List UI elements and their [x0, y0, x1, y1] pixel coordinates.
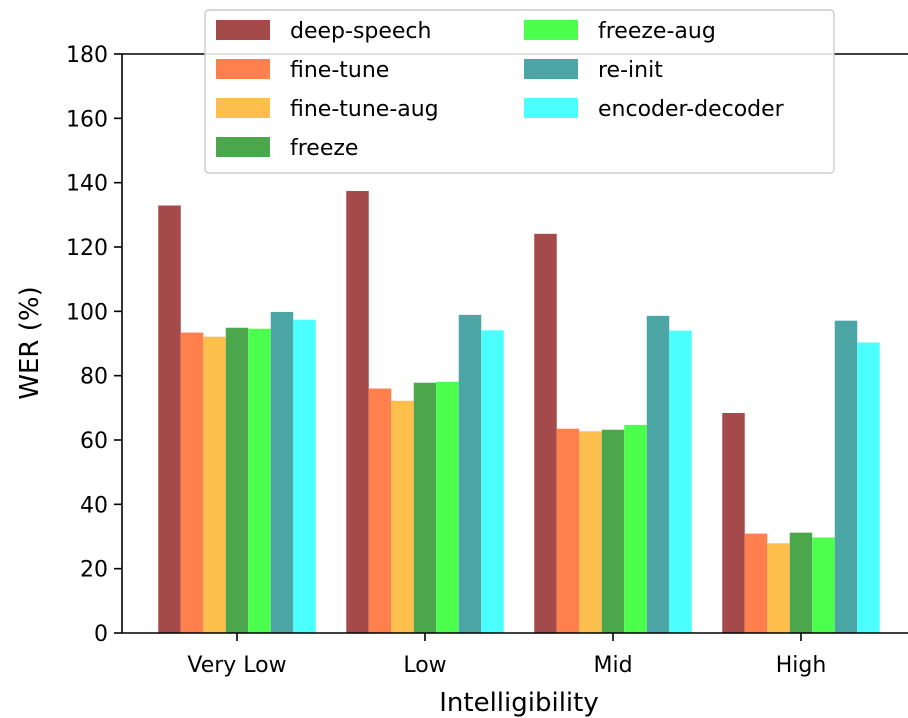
bar-fine-tune-mid — [556, 428, 580, 633]
bar-deep-speech-mid — [534, 233, 557, 634]
bar-fine-tune-aug-high — [767, 543, 790, 633]
y-tick-label: 100 — [66, 300, 108, 325]
legend-label-deep-speech: deep-speech — [290, 19, 431, 44]
y-tick-label: 20 — [80, 558, 108, 583]
bar-re-init-low — [458, 314, 482, 633]
bar-deep-speech-high — [722, 412, 745, 633]
bar-fine-tune-aug-low — [391, 400, 414, 633]
bar-fine-tune-aug-very-low — [203, 336, 226, 633]
legend-swatch-freeze — [216, 137, 270, 157]
legend-swatch-deep-speech — [216, 20, 270, 40]
bar-fine-tune-high — [744, 533, 768, 633]
x-tick-label: High — [776, 653, 827, 678]
bar-freeze-aug-very-low — [248, 328, 271, 633]
bar-encoder-decoder-high — [857, 342, 880, 633]
legend-box — [204, 9, 835, 174]
x-axis-ticks: Very Low Low Mid High — [187, 633, 826, 678]
bar-freeze-aug-low — [436, 381, 459, 633]
bar-deep-speech-very-low — [158, 205, 181, 633]
y-tick-label: 160 — [66, 107, 108, 132]
y-axis-label: WER (%) — [15, 286, 45, 399]
y-tick-label: 80 — [80, 365, 108, 390]
legend-swatch-fine-tune — [216, 59, 270, 79]
y-tick-label: 180 — [66, 43, 108, 68]
legend: deep-speech fine-tune fine-tune-aug freeze f… — [204, 9, 835, 174]
x-tick-label: Low — [403, 653, 446, 678]
legend-swatch-re-init — [524, 59, 578, 79]
bar-encoder-decoder-mid — [669, 330, 692, 633]
legend-swatch-fine-tune-aug — [216, 98, 270, 118]
bars-group — [158, 191, 880, 634]
x-tick-label: Very Low — [187, 653, 286, 678]
y-tick-label: 140 — [66, 172, 108, 197]
y-axis-ticks: 0 20 40 60 80 100 120 140 160 180 — [66, 43, 122, 647]
bar-deep-speech-low — [346, 191, 369, 633]
legend-label-fine-tune: fine-tune — [290, 58, 389, 83]
bar-freeze-high — [789, 532, 813, 633]
y-tick-label: 60 — [80, 429, 108, 454]
legend-swatch-freeze-aug — [524, 20, 578, 40]
legend-label-encoder-decoder: encoder-decoder — [598, 97, 785, 122]
legend-label-freeze: freeze — [290, 136, 358, 161]
bar-freeze-very-low — [225, 327, 249, 633]
legend-label-re-init: re-init — [598, 58, 663, 83]
bar-freeze-mid — [601, 429, 625, 633]
bar-encoder-decoder-very-low — [293, 319, 316, 633]
legend-label-fine-tune-aug: fine-tune-aug — [290, 97, 439, 122]
bar-fine-tune-low — [368, 388, 392, 633]
legend-label-freeze-aug: freeze-aug — [598, 19, 716, 44]
y-tick-label: 0 — [94, 622, 108, 647]
bar-encoder-decoder-low — [481, 330, 504, 633]
x-axis-label: Intelligibility — [439, 688, 599, 718]
legend-swatch-encoder-decoder — [524, 98, 578, 118]
bar-re-init-high — [834, 320, 858, 633]
bar-re-init-very-low — [270, 311, 294, 633]
x-tick-label: Mid — [593, 653, 632, 678]
bar-re-init-mid — [646, 315, 670, 633]
y-tick-label: 120 — [66, 236, 108, 261]
bar-fine-tune-aug-mid — [579, 431, 602, 633]
y-tick-label: 40 — [80, 493, 108, 518]
bar-freeze-aug-mid — [624, 424, 647, 633]
bar-fine-tune-very-low — [180, 332, 204, 633]
bar-freeze-low — [413, 382, 437, 633]
bar-freeze-aug-high — [812, 537, 835, 633]
